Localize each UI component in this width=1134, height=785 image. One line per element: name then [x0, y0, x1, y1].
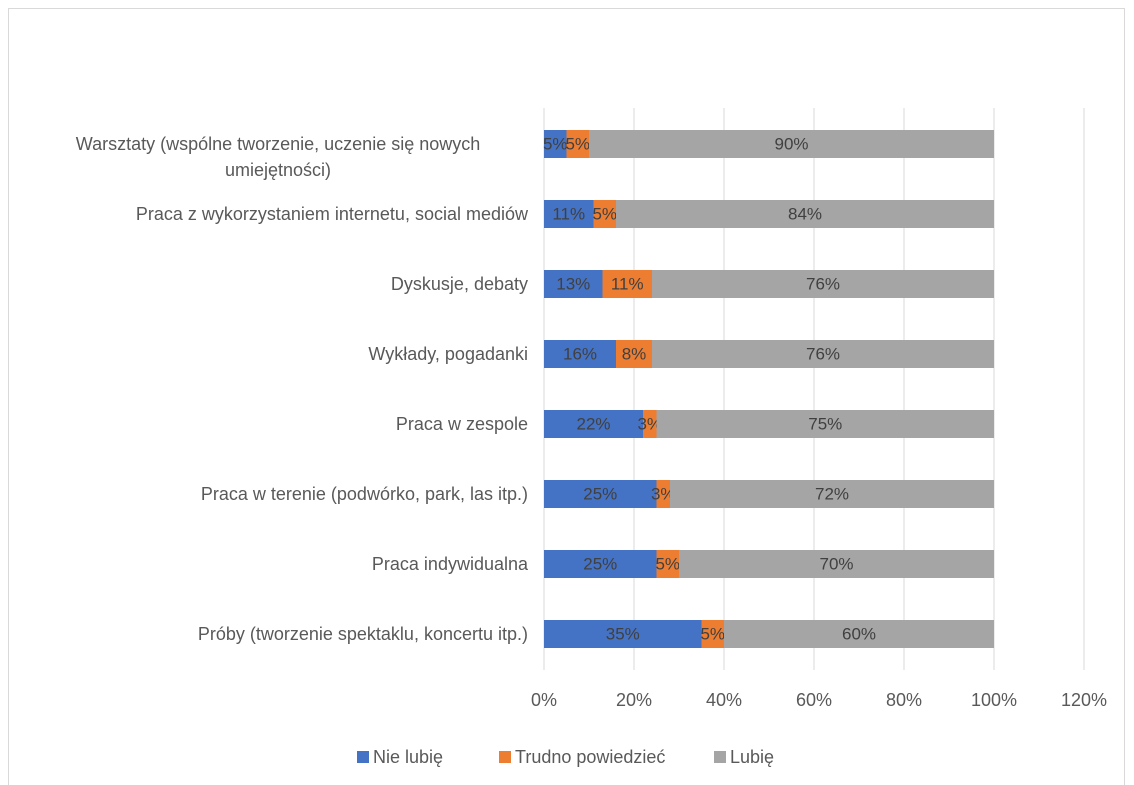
bar-segment [593, 200, 616, 228]
data-label: 25% [583, 554, 617, 573]
y-tick-label: Warsztaty (wspólne tworzenie, uczenie si… [75, 134, 481, 180]
data-label: 13% [556, 274, 590, 293]
data-label: 3% [651, 484, 676, 503]
bar-segment [656, 550, 679, 578]
data-label: 25% [583, 484, 617, 503]
bar-segment [679, 550, 994, 578]
bar-segment [544, 270, 603, 298]
data-label: 76% [806, 344, 840, 363]
data-label: 90% [774, 134, 808, 153]
legend-label: Trudno powiedzieć [515, 747, 665, 767]
x-tick-label: 120% [1061, 690, 1107, 710]
y-tick-label: Wykłady, pogadanki [368, 344, 528, 364]
y-tick-label: Praca indywidualna [371, 554, 528, 574]
data-label: 72% [815, 484, 849, 503]
bar-segment [656, 480, 670, 508]
bar-segment [656, 410, 994, 438]
x-tick-label: 20% [616, 690, 652, 710]
bar-segment [544, 340, 616, 368]
bar-segment [589, 130, 994, 158]
legend-label: Lubię [730, 747, 774, 767]
data-label: 3% [637, 414, 662, 433]
bar-segment [616, 340, 652, 368]
bar-segment [544, 550, 657, 578]
x-tick-label: 0% [531, 690, 557, 710]
legend-swatch [714, 751, 726, 763]
legend-swatch [357, 751, 369, 763]
data-label: 70% [819, 554, 853, 573]
data-label: 5% [565, 134, 590, 153]
x-tick-label: 60% [796, 690, 832, 710]
bar-segment [652, 340, 994, 368]
legend-swatch [499, 751, 511, 763]
data-label: 11% [611, 274, 644, 293]
bar-segment [670, 480, 994, 508]
data-label: 84% [788, 204, 822, 223]
y-tick-label: Dyskusje, debaty [390, 274, 528, 294]
bar-segment [616, 200, 994, 228]
data-label: 11% [552, 204, 585, 223]
bar-segment [544, 410, 643, 438]
data-label: 5% [543, 134, 568, 153]
bar-segment [544, 480, 657, 508]
y-tick-label: Próby (tworzenie spektaklu, koncertu itp… [197, 624, 528, 644]
data-label: 5% [700, 624, 725, 643]
bar-segment [544, 200, 594, 228]
bar-segment [544, 620, 702, 648]
bar-segment [652, 270, 994, 298]
bar-segment [544, 130, 567, 158]
chart-border [8, 8, 1125, 785]
data-label: 16% [563, 344, 597, 363]
data-label: 8% [622, 344, 647, 363]
legend-label: Nie lubię [373, 747, 443, 767]
bar-segment [566, 130, 589, 158]
y-tick-label: Praca w terenie (podwórko, park, las itp… [200, 484, 528, 504]
x-tick-label: 40% [706, 690, 742, 710]
bar-segment [724, 620, 994, 648]
x-tick-label: 100% [971, 690, 1017, 710]
x-tick-label: 80% [886, 690, 922, 710]
y-tick-label: Praca w zespole [395, 414, 528, 434]
data-label: 5% [592, 204, 617, 223]
bar-segment [602, 270, 652, 298]
data-label: 22% [576, 414, 610, 433]
data-label: 76% [806, 274, 840, 293]
bar-segment [701, 620, 724, 648]
data-label: 35% [606, 624, 640, 643]
data-label: 60% [842, 624, 876, 643]
bar-segment [643, 410, 657, 438]
y-tick-label: Praca z wykorzystaniem internetu, social… [135, 204, 528, 224]
data-label: 75% [808, 414, 842, 433]
data-label: 5% [655, 554, 680, 573]
